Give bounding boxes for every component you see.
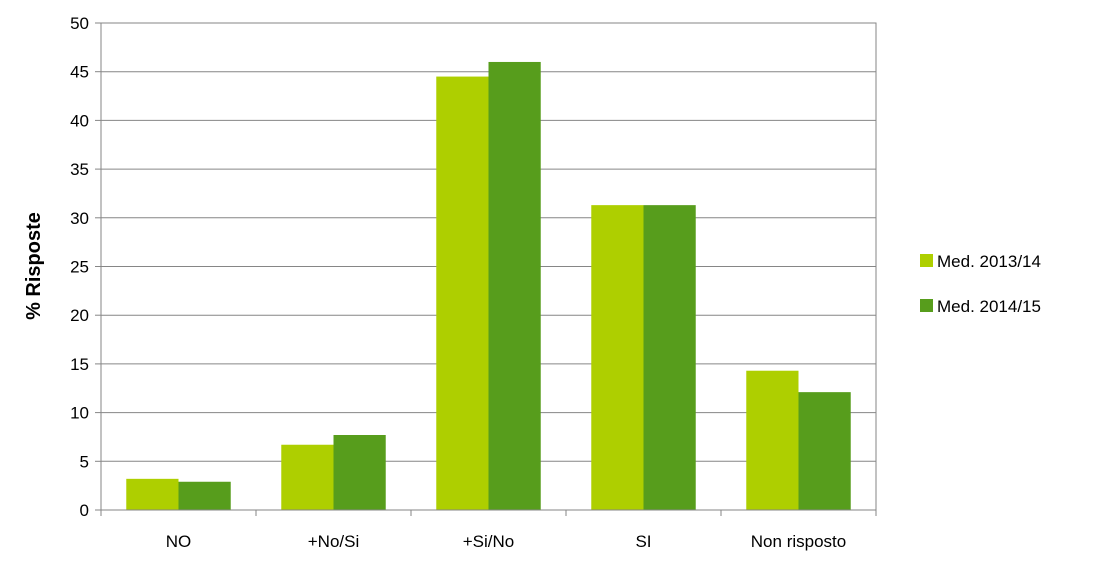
y-tick-label: 35 xyxy=(70,160,89,179)
bar xyxy=(281,444,334,510)
bar xyxy=(126,478,179,510)
bar xyxy=(178,481,231,510)
x-tick-label: NO xyxy=(166,532,192,551)
legend-label: Med. 2014/15 xyxy=(937,297,1041,316)
y-tick-label: 30 xyxy=(70,209,89,228)
y-tick-label: 40 xyxy=(70,111,89,130)
legend-swatch xyxy=(920,254,933,267)
bars xyxy=(126,61,851,511)
bar xyxy=(798,392,851,510)
bar xyxy=(436,76,489,510)
y-tick-label: 10 xyxy=(70,404,89,423)
axes xyxy=(95,22,877,516)
legend-swatch xyxy=(920,299,933,312)
y-tick-label: 25 xyxy=(70,258,89,277)
y-tick-label: 0 xyxy=(80,501,89,520)
bar xyxy=(488,61,541,511)
legend-label: Med. 2013/14 xyxy=(937,252,1041,271)
bar xyxy=(746,370,799,510)
y-tick-label: 45 xyxy=(70,63,89,82)
x-tick-labels: NO +No/Si +Si/No SI Non risposto xyxy=(166,532,846,551)
y-tick-labels: 0 5 10 15 20 25 30 35 40 45 50 xyxy=(70,14,89,520)
x-tick-label: +Si/No xyxy=(463,532,515,551)
y-axis-title: % Risposte xyxy=(23,212,45,320)
bar xyxy=(591,205,644,510)
bar xyxy=(643,205,696,510)
bar xyxy=(333,435,386,510)
y-tick-label: 50 xyxy=(70,14,89,33)
y-tick-label: 5 xyxy=(80,452,89,471)
x-tick-label: SI xyxy=(635,532,651,551)
y-tick-label: 20 xyxy=(70,306,89,325)
y-tick-label: 15 xyxy=(70,355,89,374)
legend: Med. 2013/14 Med. 2014/15 xyxy=(920,252,1041,316)
x-tick-label: Non risposto xyxy=(751,532,846,551)
x-tick-label: +No/Si xyxy=(308,532,360,551)
